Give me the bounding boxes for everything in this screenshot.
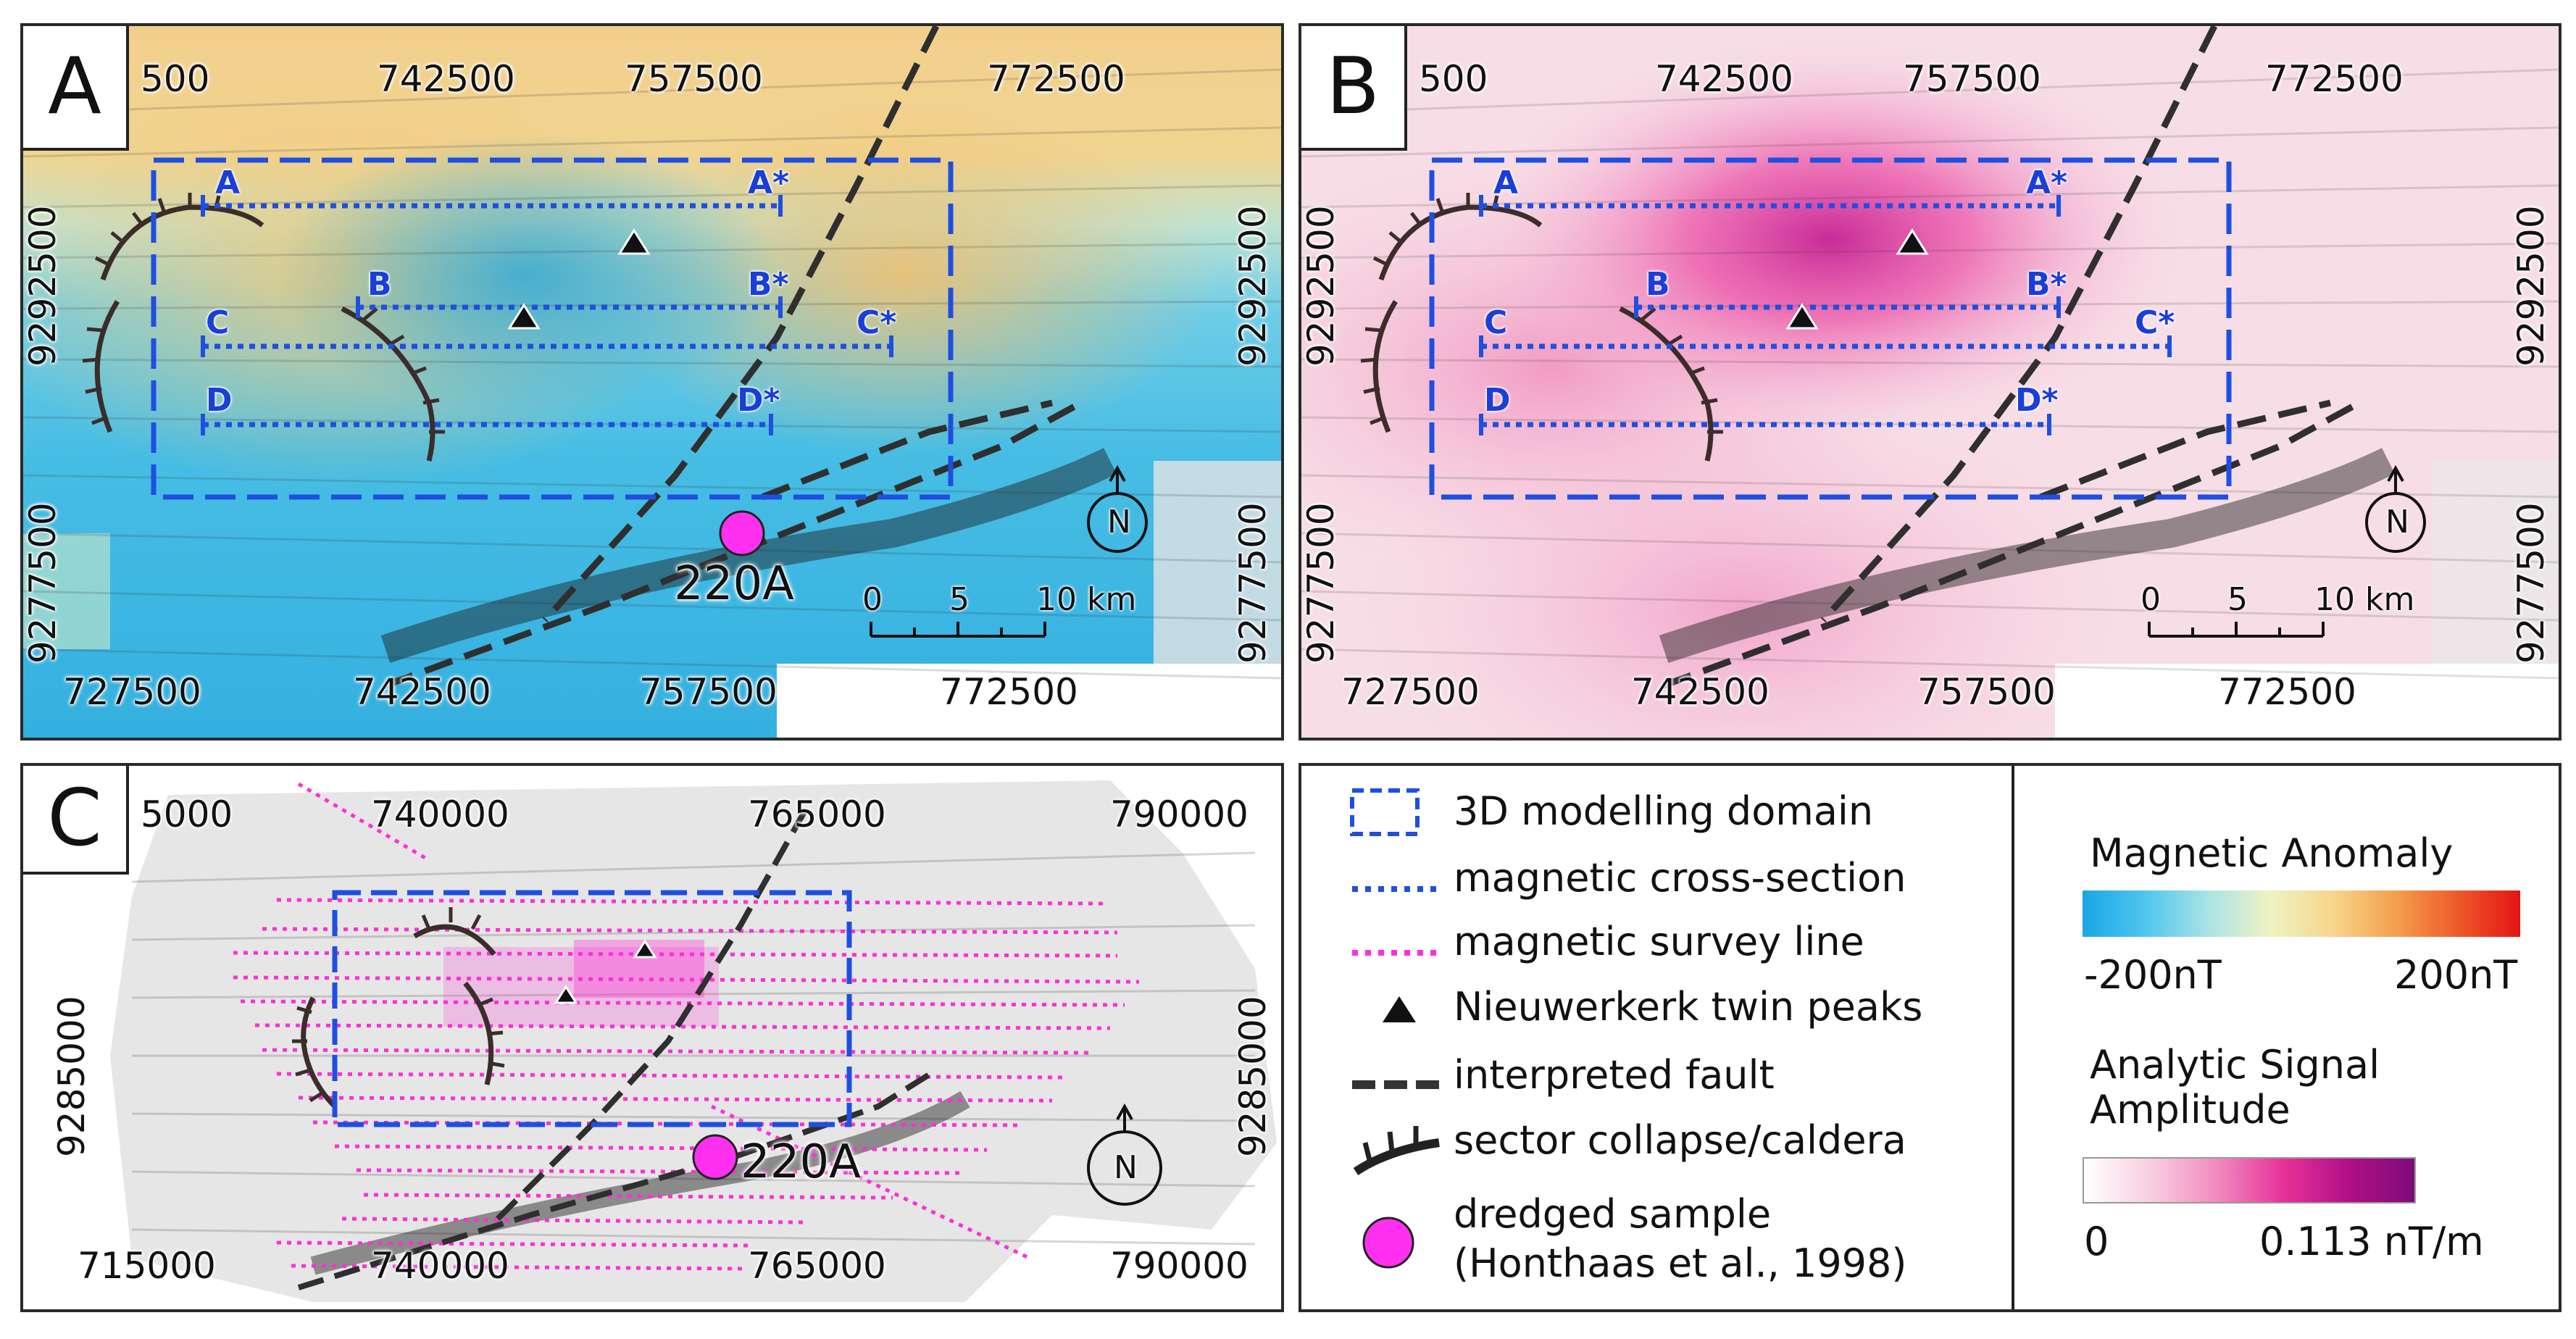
legend-panel: 3D modelling domain magnetic cross-secti… [1299,763,2562,1312]
panel-c-top-tick-3: 765000 [748,793,886,835]
panel-c-map-canvas [23,766,1281,1309]
asa-colorbar-title-line2: Amplitude [2090,1086,2291,1132]
legend-label-dredged-citation: (Honthaas et al., 1998) [1454,1240,1907,1286]
panel-b-section-c-end: C* [2135,304,2175,341]
panel-a-section-a-end: A* [748,164,790,201]
legend-label-caldera: sector collapse/caldera [1454,1117,1906,1163]
panel-a-top-tick-1: 500 [141,58,210,100]
legend-divider [2012,766,2014,1309]
dashed-rectangle-icon [1350,788,1420,836]
panel-a-left-tick-1: 9292500 [22,205,64,367]
panel-b-bottom-tick-4: 772500 [2218,671,2356,713]
asa-colorbar-title: Analytic Signal Amplitude [2090,1043,2380,1132]
legend-label-fault: interpreted fault [1454,1052,1775,1098]
panel-b-section-a-start: A [1493,164,1519,201]
panel-b-section-a-end: A* [2026,164,2068,201]
panel-a-map-canvas [23,26,1281,738]
panel-a-section-b-start: B [367,266,392,303]
panel-a-section-a-start: A [215,164,241,201]
panel-c-bottom-tick-3: 765000 [748,1245,886,1287]
panel-a-right-tick-2: 9277500 [1232,502,1274,664]
panel-b-section-b-end: B* [2026,266,2067,303]
panel-c-bottom-tick-2: 740000 [371,1245,509,1287]
panel-c-top-tick-1: 5000 [141,793,233,835]
circle-icon [1362,1217,1414,1269]
magnetic-colorbar-title: Magnetic Anomaly [2090,830,2454,876]
legend-label-dredged-sample: dredged sample [1454,1191,1772,1237]
panel-b-section-b-start: B [1646,266,1670,303]
panel-a-bottom-tick-4: 772500 [940,671,1078,713]
legend-label-3d-domain: 3D modelling domain [1454,788,1874,834]
legend-label-survey-line: magnetic survey line [1454,919,1864,964]
panel-b-scale-0: 0 [2141,581,2161,618]
asa-colorbar [2083,1157,2416,1204]
panel-c-north-label: N [1114,1149,1138,1186]
magnetic-colorbar [2083,890,2520,937]
triangle-icon [1383,996,1416,1022]
panel-b-scale-10: 10 km [2314,581,2415,618]
panel-a-north-label: N [1107,504,1131,541]
panel-c-right-tick-1: 9285000 [1232,996,1274,1157]
panel-a-magnetic-anomaly-map: A 500 742500 757500 772500 727500 742500… [20,23,1284,741]
panel-b-left-tick-2: 9277500 [1300,502,1342,664]
panel-c-sample-label: 220A [741,1135,861,1189]
panel-b-right-tick-1: 9292500 [2510,205,2552,367]
panel-c-top-tick-2: 740000 [371,793,509,835]
panel-a-scale-0: 0 [862,581,883,618]
panel-b-section-d-start: D [1484,382,1511,419]
panel-b-left-tick-1: 9292500 [1300,205,1342,367]
panel-b-analytic-signal-map: B 500 742500 757500 772500 727500 742500… [1299,23,2562,741]
panel-b-letter: B [1301,26,1407,151]
panel-a-left-tick-2: 9277500 [22,502,64,664]
panel-b-section-c-start: C [1484,304,1508,341]
panel-b-bottom-tick-1: 727500 [1341,671,1480,713]
panel-a-bottom-tick-3: 757500 [639,671,778,713]
panel-a-bottom-tick-1: 727500 [63,671,201,713]
panel-c-top-tick-4: 790000 [1110,793,1249,835]
panel-b-top-tick-1: 500 [1419,58,1488,100]
panel-a-scale-5: 5 [949,581,970,618]
panel-b-map-canvas [1301,26,2559,738]
panel-a-section-b-end: B* [748,266,789,303]
panel-a-scale-10: 10 km [1036,581,1137,618]
panel-a-section-c-end: C* [856,304,897,341]
panel-a-sample-label: 220A [674,557,794,611]
panel-a-section-d-end: D* [737,382,780,419]
panel-c-survey-lines-map: C 5000 740000 765000 790000 715000 74000… [20,763,1284,1312]
panel-b-scale-5: 5 [2227,581,2248,618]
magnetic-colorbar-max: 200nT [2394,952,2518,998]
panel-b-north-label: N [2385,504,2409,541]
panel-b-top-tick-3: 757500 [1903,58,2041,100]
panel-b-section-d-end: D* [2015,382,2059,419]
hachure-line-icon [1353,1126,1440,1176]
panel-c-left-tick-1: 9285000 [51,996,93,1157]
legend-label-cross-section: magnetic cross-section [1454,855,1906,901]
legend-label-twin-peaks: Nieuwerkerk twin peaks [1454,984,1923,1030]
panel-a-section-c-start: C [206,304,230,341]
legend-symbols [1350,788,1440,1269]
panel-a-letter: A [23,26,129,151]
panel-b-top-tick-4: 772500 [2265,58,2404,100]
asa-colorbar-min: 0 [2084,1219,2109,1264]
panel-b-bottom-tick-3: 757500 [1917,671,2056,713]
magnetic-colorbar-min: -200nT [2084,952,2222,998]
panel-c-letter: C [23,766,129,875]
asa-colorbar-title-line1: Analytic Signal [2090,1042,2380,1088]
panel-c-bottom-tick-4: 790000 [1110,1245,1249,1287]
panel-c-bottom-tick-1: 715000 [78,1245,216,1287]
panel-a-section-d-start: D [206,382,233,419]
panel-b-bottom-tick-2: 742500 [1631,671,1770,713]
panel-a-top-tick-4: 772500 [987,58,1125,100]
panel-a-bottom-tick-2: 742500 [353,671,491,713]
panel-b-top-tick-2: 742500 [1655,58,1793,100]
panel-b-right-tick-2: 9277500 [2510,502,2552,664]
panel-a-top-tick-3: 757500 [625,58,763,100]
panel-a-right-tick-1: 9292500 [1232,205,1274,367]
asa-colorbar-max: 0.113 nT/m [2259,1219,2484,1264]
panel-a-top-tick-2: 742500 [377,58,515,100]
